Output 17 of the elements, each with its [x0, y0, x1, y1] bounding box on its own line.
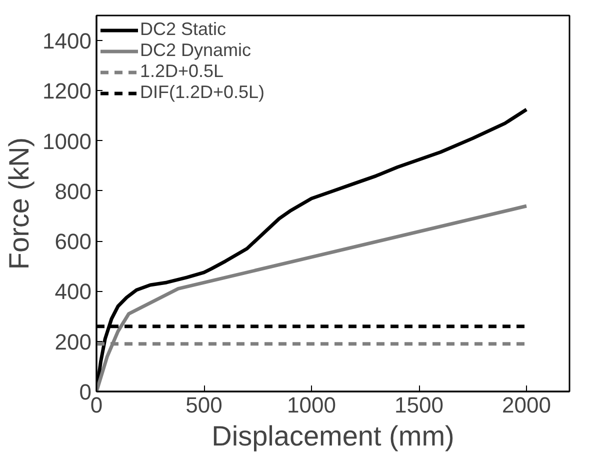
y-tick-label: 1000	[42, 128, 92, 154]
x-tick-label: 500	[186, 392, 222, 418]
y-tick-label: 400	[54, 279, 92, 304]
legend-label: 1.2D+0.5L	[140, 61, 224, 82]
legend-label: DC2 Static	[140, 19, 226, 40]
legend-label: DIF(1.2D+0.5L)	[140, 82, 265, 103]
x-tick-label: 1500	[394, 392, 444, 418]
x-axis-title: Displacement (mm)	[212, 420, 454, 452]
y-tick-label: 200	[54, 329, 92, 354]
y-tick-label: 1200	[42, 78, 92, 104]
legend-label: DC2 Dynamic	[140, 40, 252, 61]
y-tick-label: 1400	[42, 28, 92, 54]
x-tick-label: 1000	[287, 392, 336, 418]
y-axis-title: Force (kN)	[4, 137, 35, 270]
x-tick-label: 2000	[502, 392, 551, 418]
y-tick-label: 600	[54, 229, 92, 254]
y-tick-label: 800	[54, 178, 92, 204]
